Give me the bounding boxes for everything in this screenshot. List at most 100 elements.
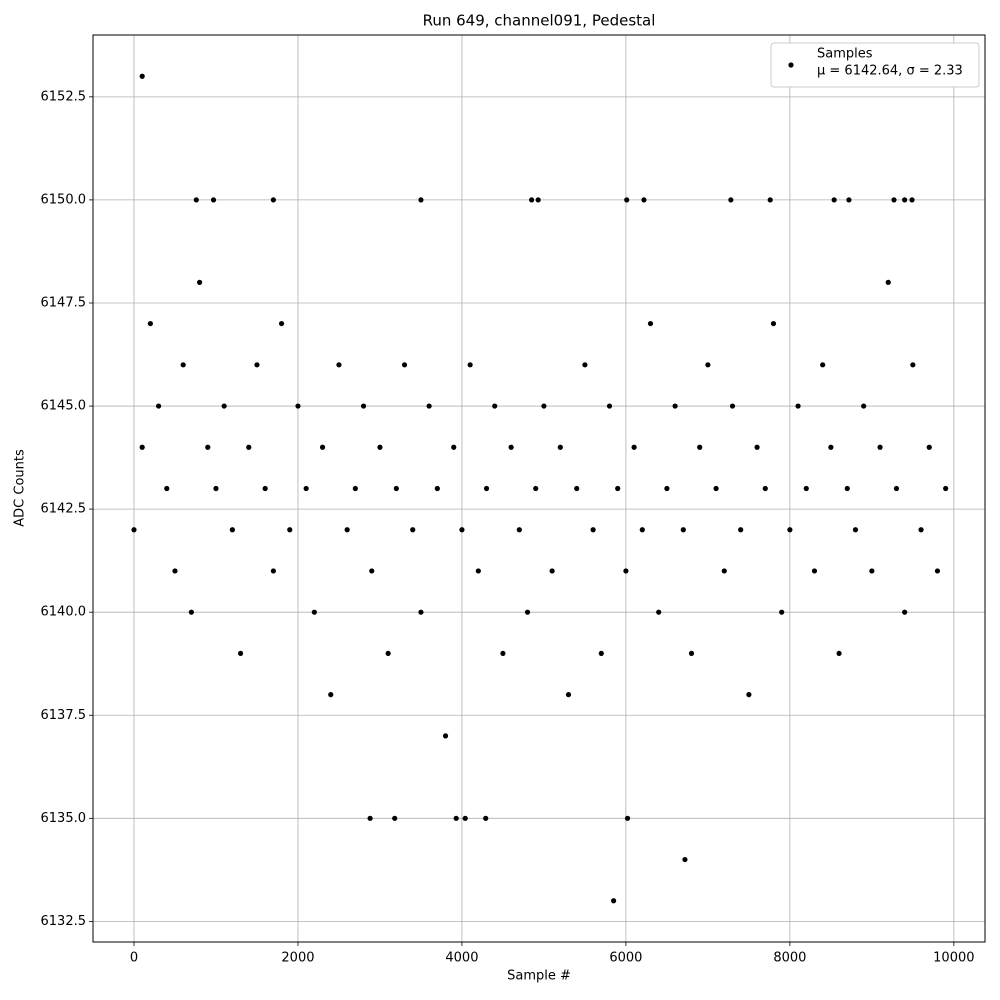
data-point: [869, 568, 875, 574]
data-point: [943, 485, 949, 492]
data-point: [500, 650, 506, 657]
data-point: [656, 609, 662, 615]
data-point: [631, 444, 637, 450]
x-tick-label: 8000: [773, 951, 806, 966]
data-point: [254, 362, 260, 368]
data-point: [836, 650, 842, 657]
data-point: [541, 403, 547, 409]
data-point: [483, 485, 490, 492]
y-tick-label: 6140.0: [41, 605, 87, 620]
data-point: [180, 362, 186, 368]
data-point: [213, 485, 219, 492]
data-point: [828, 444, 834, 450]
data-point: [278, 320, 285, 327]
data-point: [754, 444, 760, 450]
data-point: [303, 485, 309, 492]
data-point: [533, 485, 539, 492]
data-point: [787, 527, 793, 533]
data-point: [229, 527, 235, 533]
data-point: [164, 485, 170, 492]
data-point: [221, 403, 227, 409]
data-point: [246, 444, 252, 450]
data-point: [295, 403, 301, 409]
data-point: [893, 485, 900, 492]
data-point: [139, 73, 145, 79]
data-point: [682, 856, 688, 863]
data-point: [697, 444, 703, 450]
data-point: [549, 568, 555, 574]
x-tick-label: 10000: [933, 951, 974, 966]
data-point: [188, 609, 194, 615]
data-point: [877, 444, 883, 450]
data-point: [852, 527, 859, 533]
y-tick-label: 6147.5: [41, 295, 87, 310]
data-point: [762, 485, 768, 492]
data-point: [193, 197, 199, 203]
data-point: [442, 733, 449, 739]
data-point: [270, 568, 276, 574]
data-point: [147, 320, 153, 327]
data-point: [319, 444, 326, 450]
data-point: [393, 485, 399, 492]
data-point: [139, 444, 145, 450]
x-tick-label: 2000: [281, 951, 314, 966]
data-point: [606, 403, 613, 409]
y-tick-label: 6150.0: [41, 192, 87, 207]
data-point: [434, 485, 440, 492]
data-point: [746, 692, 752, 698]
data-point: [729, 403, 736, 409]
x-tick-label: 6000: [609, 951, 642, 966]
data-point: [820, 362, 826, 368]
points: [131, 73, 949, 904]
data-point: [846, 197, 852, 203]
data-point: [459, 527, 465, 533]
y-tick-label: 6152.5: [41, 89, 87, 104]
x-axis-label: Sample #: [507, 969, 571, 984]
data-point: [557, 444, 563, 450]
data-point: [639, 527, 645, 533]
data-point: [885, 279, 891, 285]
data-point: [237, 650, 244, 657]
data-point: [131, 527, 137, 533]
data-point: [392, 815, 398, 821]
data-point: [535, 197, 541, 203]
data-point: [262, 485, 268, 492]
data-point: [287, 527, 293, 533]
data-point: [453, 815, 459, 821]
y-axis-label: ADC Counts: [13, 449, 28, 527]
data-point: [598, 650, 604, 657]
data-point: [352, 485, 358, 492]
data-point: [328, 692, 334, 698]
data-point: [367, 815, 373, 821]
data-point: [524, 609, 531, 615]
data-point: [902, 609, 908, 615]
data-point: [418, 609, 424, 615]
legend-note: μ = 6142.64, σ = 2.33: [817, 64, 963, 79]
data-point: [803, 485, 809, 492]
data-point: [705, 362, 711, 368]
legend-marker: [788, 62, 794, 68]
data-point: [624, 815, 631, 821]
data-point: [462, 815, 468, 821]
data-point: [672, 403, 678, 409]
data-point: [426, 403, 432, 409]
data-point: [844, 485, 850, 492]
y-tick-label: 6137.5: [41, 708, 87, 723]
data-point: [738, 527, 744, 533]
y-tick-label: 6142.5: [41, 502, 87, 517]
x-tick-label: 0: [130, 951, 138, 966]
data-point: [611, 898, 617, 904]
data-point: [688, 650, 695, 657]
data-point: [467, 362, 473, 368]
data-point: [196, 279, 203, 285]
data-point: [418, 197, 424, 203]
data-point: [770, 320, 777, 327]
data-point: [590, 527, 596, 533]
data-point: [410, 527, 416, 533]
data-point: [767, 197, 773, 203]
data-point: [377, 444, 383, 450]
data-point: [529, 197, 535, 203]
data-point: [910, 362, 916, 368]
